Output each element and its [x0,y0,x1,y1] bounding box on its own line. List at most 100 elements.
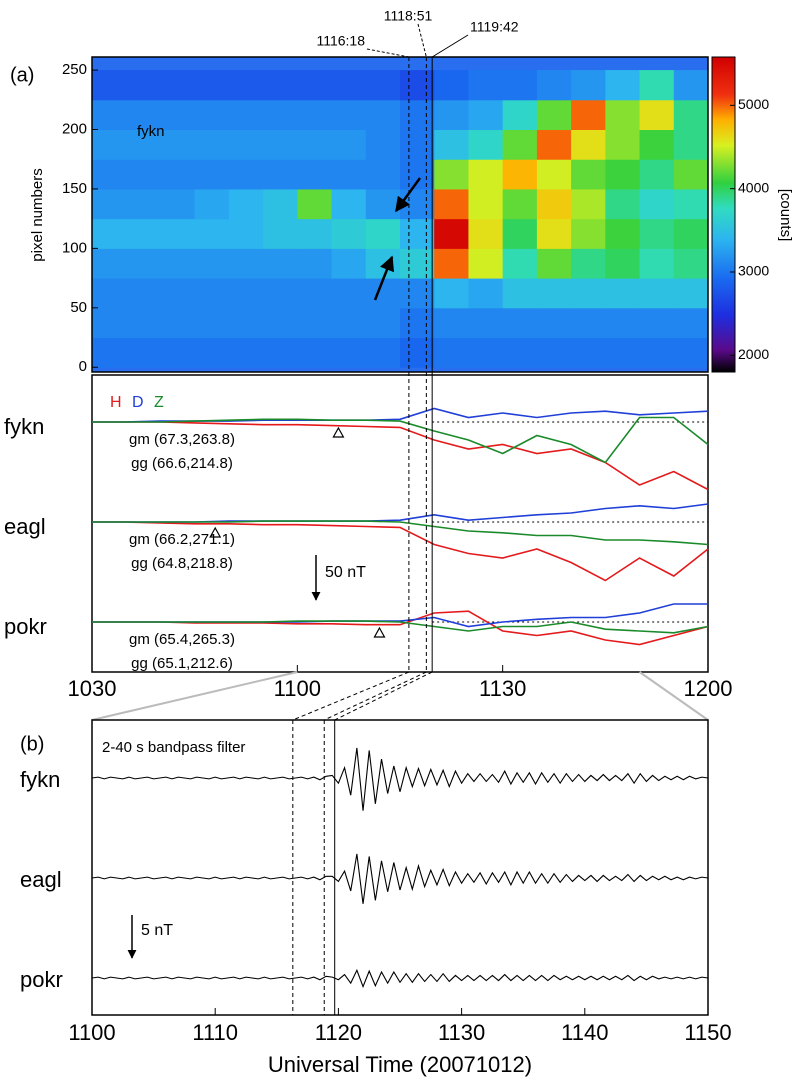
heatmap-cell [365,248,401,279]
geographic-coords: gg (64.8,218.8) [131,555,233,572]
heatmap-cell [263,129,298,160]
event-triangle [332,426,345,438]
heatmap-cell [228,307,264,339]
heatmap-cell [571,129,606,160]
heatmap-cell [536,337,572,368]
heatmap-cell [228,188,264,220]
heatmap-cell [434,188,469,220]
colorbar-tick-label: 5000 [738,96,769,112]
heatmap-cell [605,99,641,131]
heatmap-cell [536,70,572,101]
zoom-connector [638,671,709,721]
heatmap-cell [92,70,127,101]
heatmap-cell [434,99,469,131]
heatmap-cell [297,248,333,279]
heatmap-cell [502,218,538,249]
heatmap-cell [434,248,469,279]
heatmap-cell [297,278,333,309]
plot-frame [91,719,709,1016]
heatmap-cell [502,70,538,101]
marker-connector [324,671,427,721]
time-marker-label: 1118:51 [384,8,433,24]
heatmap-cell [160,307,196,339]
heatmap-cell [126,218,161,249]
heatmap-cell [605,337,641,368]
heatmap-cell [468,218,504,249]
heatmap-cell [365,99,401,131]
heatmap-cell [536,188,572,220]
heatmap-cell [536,159,572,190]
waveform [91,747,709,811]
y-tick-label: 200 [62,120,87,137]
heatmap-cell [673,248,708,279]
heatmap-cell [194,337,230,368]
x-tick-label: 1130 [438,1020,485,1045]
heatmap-cell [194,129,230,160]
heatmap-cell [92,248,127,279]
heatmap-cell [92,99,127,131]
heatmap-cell [468,188,504,220]
heatmap-cell [502,159,538,190]
heatmap-cell [263,307,298,339]
heatmap-cell [92,188,127,220]
heatmap-cell [263,248,298,279]
heatmap-cell [297,307,333,339]
heatmap-cell [673,70,708,101]
heatmap-cell [92,129,127,160]
heatmap-cell [400,278,435,309]
heatmap-cell [126,307,161,339]
heatmap-cell [228,218,264,249]
heatmap-cell [297,159,333,190]
heatmap-cell [468,70,504,101]
heatmap-cell [400,159,435,190]
heatmap-cell [639,70,675,101]
heatmap-cell [92,307,127,339]
heatmap-cell [228,248,264,279]
heatmap-cell [160,99,196,131]
station-label: eagl [4,514,46,539]
colorbar-tick-label: 2000 [738,346,769,362]
x-tick-label: 1030 [68,676,117,701]
component-line [92,620,709,634]
heatmap-cell [673,188,708,220]
heatmap-cell [331,99,367,131]
heatmap-cell [263,159,298,190]
x-tick-label: 1200 [684,676,733,701]
y-tick-label: 250 [62,61,87,78]
geomagnetic-coords: gm (65.4,265.3) [129,631,235,648]
heatmap-cell [160,70,196,101]
heatmap-cell [639,307,675,339]
heatmap-cell [536,129,572,160]
heatmap-cell [571,70,606,101]
y-tick-label: 0 [79,358,87,375]
heatmap-cell [468,248,504,279]
heatmap-cell [502,188,538,220]
event-triangle [209,526,222,538]
heatmap-cell [639,129,675,160]
heatmap-cell [194,307,230,339]
heatmap-cell [434,337,469,368]
heatmap-cell [194,248,230,279]
heatmap-cell [160,188,196,220]
heatmap-cell [228,159,264,190]
heatmap-cell [673,159,708,190]
geomagnetic-coords: gm (66.2,271.1) [129,531,235,548]
arrow [394,177,422,213]
heatmap-cell [639,337,675,368]
heatmap-cell [297,99,333,131]
panel-label: (b) [20,733,44,755]
heatmap-cell [297,129,333,160]
x-tick-label: 1150 [684,1020,731,1045]
heatmap-cell [297,188,333,220]
heatmap-cell [502,99,538,131]
component-line [92,610,709,646]
legend-entry: H [110,394,122,411]
marker-leader [417,23,427,58]
heatmap-cell [365,278,401,309]
heatmap-cell [605,188,641,220]
heatmap-cell [160,337,196,368]
station-annotation: fykn [137,123,165,140]
heatmap-cell [400,99,435,131]
heatmap-cell [605,70,641,101]
